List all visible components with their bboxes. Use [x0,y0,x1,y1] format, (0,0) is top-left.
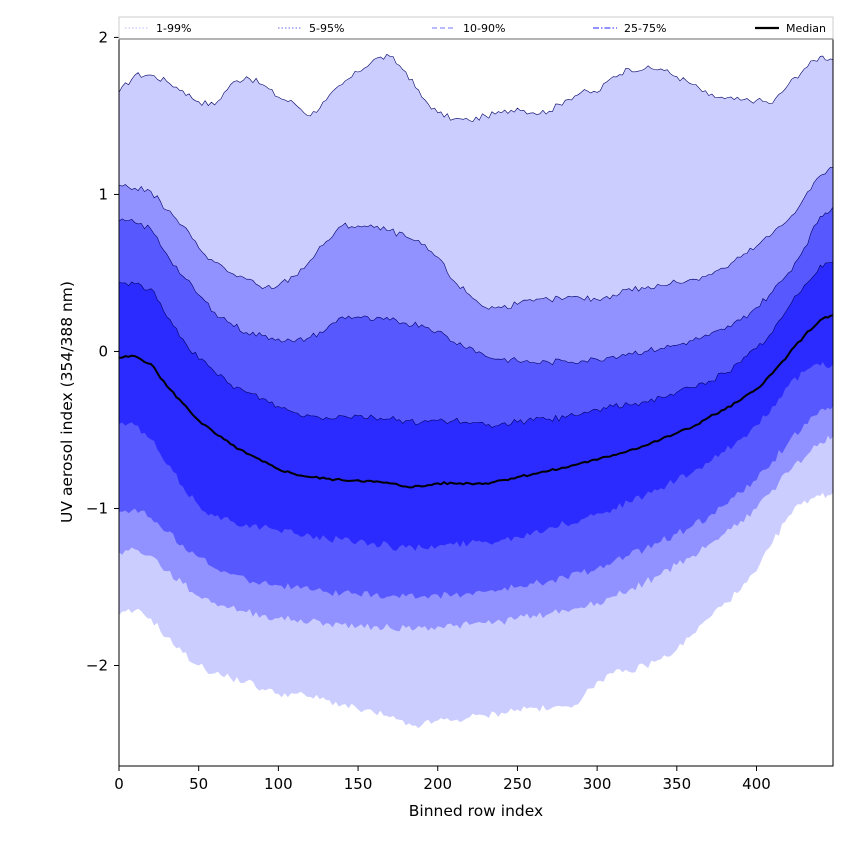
x-tick-label: 300 [583,775,612,793]
band-25-75pct-upper-edge [118,261,834,428]
x-tick-label: 100 [264,775,293,793]
x-axis-label: Binned row index [409,802,543,820]
x-tick-label: 150 [344,775,373,793]
percentile-bands [118,53,834,729]
x-axis-ticks: 0 50 100 150 200 250 300 350 400 [114,766,771,793]
x-tick-label: 0 [114,775,124,793]
legend-label: 5-95% [309,22,344,35]
x-tick-label: 50 [189,775,208,793]
median-layer [118,314,834,489]
x-tick-label: 350 [662,775,691,793]
legend-label: 25-75% [624,22,666,35]
legend: 1-99% 5-95% 10-90% 25-75% Median [118,16,834,40]
legend-label: Median [786,22,826,35]
median-line [118,314,834,489]
legend-label: 10-90% [463,22,505,35]
band-1-99pct-upper-edge [118,53,834,123]
y-tick-label: −1 [86,499,108,517]
band-25-75pct-fill [119,262,833,551]
y-tick-label: 2 [98,28,108,46]
band-10-90pct-upper-edge [118,206,834,366]
y-axis-label: UV aerosol index (354/388 nm) [58,281,76,523]
x-tick-label: 250 [503,775,532,793]
y-tick-label: 1 [98,185,108,203]
y-axis-ticks: −2 −1 0 1 2 [86,28,119,675]
y-tick-label: 0 [98,342,108,360]
x-tick-label: 400 [742,775,771,793]
legend-label: 1-99% [156,22,191,35]
y-tick-label: −2 [86,657,108,675]
x-tick-label: 200 [423,775,452,793]
band-5-95pct-upper-edge [118,166,834,310]
